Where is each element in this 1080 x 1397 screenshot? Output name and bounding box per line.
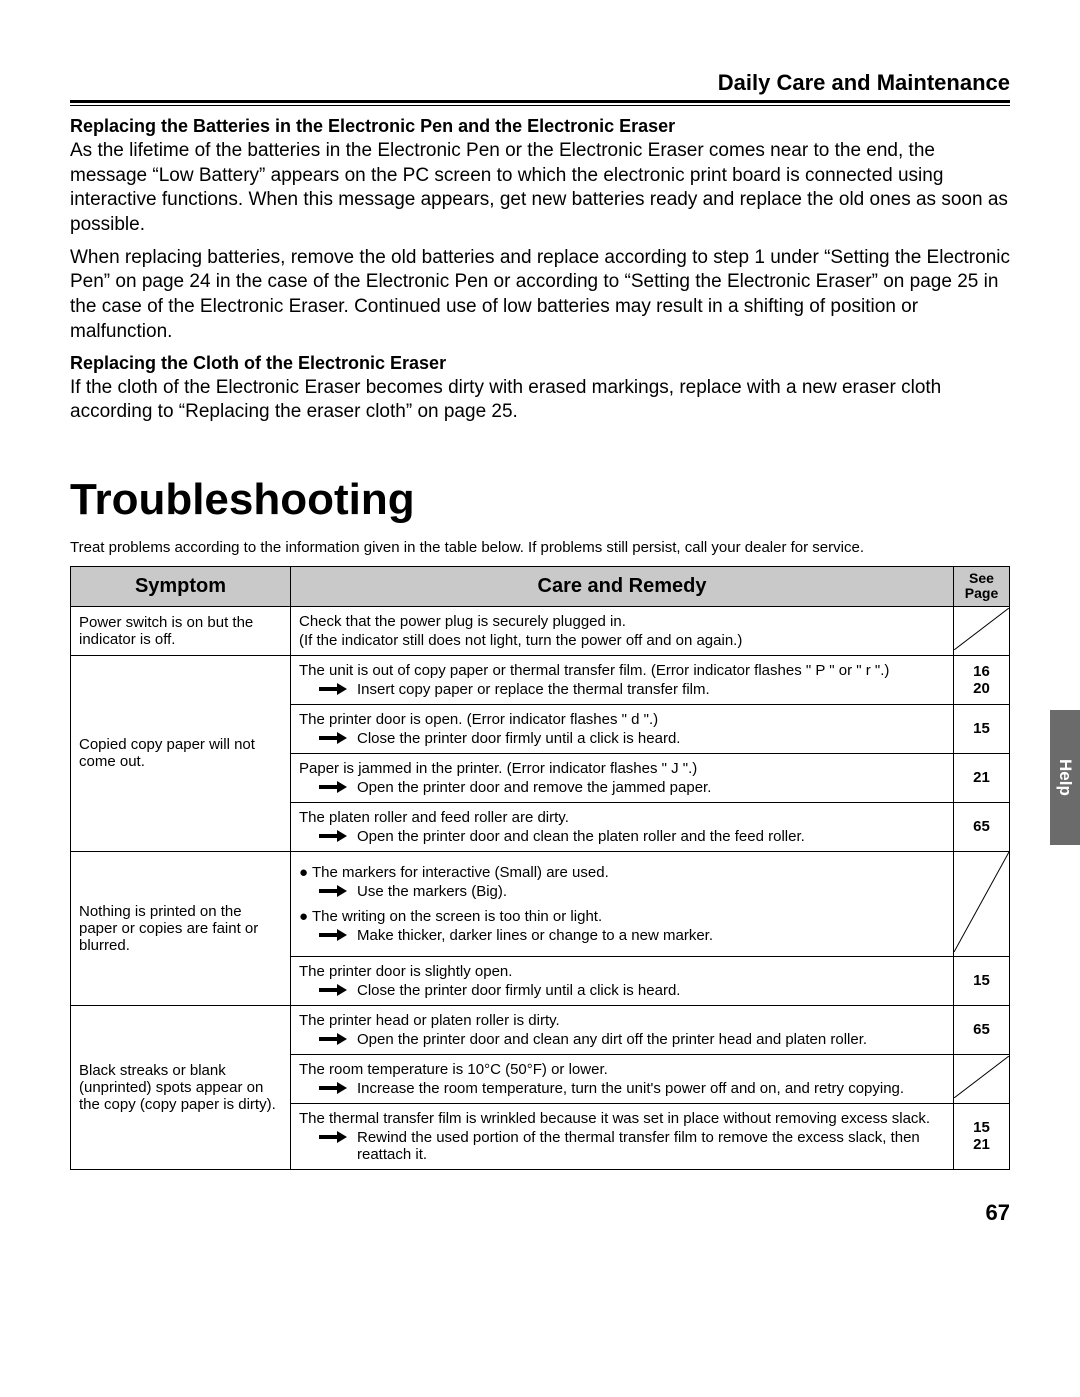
- page-r2a: 16 20: [954, 655, 1010, 704]
- page-r4a: 65: [954, 1005, 1010, 1054]
- arrow-icon: [319, 781, 347, 793]
- arrow-icon: [319, 984, 347, 996]
- arrow-icon: [319, 1131, 347, 1143]
- th-see-l1: See: [969, 570, 994, 586]
- arrow-icon: [319, 830, 347, 842]
- r1-note: (If the indicator still does not light, …: [299, 632, 945, 649]
- r2c-action: Open the printer door and remove the jam…: [357, 779, 711, 796]
- remedy-r4a: The printer head or platen roller is dir…: [291, 1005, 954, 1054]
- r4b-action: Increase the room temperature, turn the …: [357, 1080, 904, 1097]
- page-r4c: 15 21: [954, 1103, 1010, 1169]
- page-r4c-l1: 15: [973, 1119, 990, 1136]
- page-r1: [954, 606, 1010, 655]
- remedy-r2d: The platen roller and feed roller are di…: [291, 802, 954, 851]
- r2a-issue: The unit is out of copy paper or thermal…: [299, 662, 945, 679]
- troubleshooting-table: Symptom Care and Remedy See Page Power s…: [70, 566, 1010, 1170]
- th-symptom: Symptom: [71, 566, 291, 606]
- section1-p1: As the lifetime of the batteries in the …: [70, 139, 1010, 238]
- remedy-r4c: The thermal transfer film is wrinkled be…: [291, 1103, 954, 1169]
- r3a-issue: ● The markers for interactive (Small) ar…: [299, 864, 945, 881]
- page-header: Daily Care and Maintenance: [70, 70, 1010, 103]
- header-rule: [70, 105, 1010, 106]
- symptom-r1: Power switch is on but the indicator is …: [71, 606, 291, 655]
- page-r4b: [954, 1054, 1010, 1103]
- r3c-issue: The printer door is slightly open.: [299, 963, 945, 980]
- diagonal-icon: [954, 852, 1009, 952]
- arrow-icon: [319, 1033, 347, 1045]
- page-r3ab: [954, 851, 1010, 956]
- th-see: See Page: [954, 566, 1010, 606]
- r3a-action: Use the markers (Big).: [357, 883, 507, 900]
- help-tab: Help: [1050, 710, 1080, 845]
- section1-heading: Replacing the Batteries in the Electroni…: [70, 116, 1010, 137]
- arrow-icon: [319, 732, 347, 744]
- r4a-action: Open the printer door and clean any dirt…: [357, 1031, 867, 1048]
- arrow-icon: [319, 885, 347, 897]
- page-r2d: 65: [954, 802, 1010, 851]
- r1-issue: Check that the power plug is securely pl…: [299, 613, 945, 630]
- arrow-icon: [319, 929, 347, 941]
- intro-line: Treat problems according to the informat…: [70, 539, 1010, 556]
- diagonal-icon: [954, 608, 1009, 650]
- remedy-r3c: The printer door is slightly open. Close…: [291, 956, 954, 1005]
- page-r4c-l2: 21: [973, 1136, 990, 1153]
- symptom-r3: Nothing is printed on the paper or copie…: [71, 851, 291, 1005]
- r3b-issue: ● The writing on the screen is too thin …: [299, 908, 945, 925]
- th-see-l2: Page: [965, 585, 998, 601]
- page-r3c: 15: [954, 956, 1010, 1005]
- th-care: Care and Remedy: [291, 566, 954, 606]
- r2a-action: Insert copy paper or replace the thermal…: [357, 681, 710, 698]
- page-r2a-l2: 20: [973, 680, 990, 697]
- r3b-action: Make thicker, darker lines or change to …: [357, 927, 713, 944]
- remedy-r2b: The printer door is open. (Error indicat…: [291, 704, 954, 753]
- remedy-r2a: The unit is out of copy paper or thermal…: [291, 655, 954, 704]
- r4c-action: Rewind the used portion of the thermal t…: [357, 1129, 945, 1163]
- r4c-issue: The thermal transfer film is wrinkled be…: [299, 1110, 945, 1127]
- remedy-r2c: Paper is jammed in the printer. (Error i…: [291, 753, 954, 802]
- page-r2a-l1: 16: [973, 663, 990, 680]
- r2d-action: Open the printer door and clean the plat…: [357, 828, 805, 845]
- remedy-r3ab: ● The markers for interactive (Small) ar…: [291, 851, 954, 956]
- arrow-icon: [319, 683, 347, 695]
- r2b-action: Close the printer door firmly until a cl…: [357, 730, 680, 747]
- remedy-r1: Check that the power plug is securely pl…: [291, 606, 954, 655]
- section2-heading: Replacing the Cloth of the Electronic Er…: [70, 353, 1010, 374]
- r2c-issue: Paper is jammed in the printer. (Error i…: [299, 760, 945, 777]
- diagonal-icon: [954, 1056, 1009, 1098]
- main-title: Troubleshooting: [70, 475, 1010, 525]
- remedy-r4b: The room temperature is 10°C (50°F) or l…: [291, 1054, 954, 1103]
- section2-p1: If the cloth of the Electronic Eraser be…: [70, 376, 1010, 425]
- page-r2c: 21: [954, 753, 1010, 802]
- page-number: 67: [70, 1200, 1010, 1226]
- r4a-issue: The printer head or platen roller is dir…: [299, 1012, 945, 1029]
- r3c-action: Close the printer door firmly until a cl…: [357, 982, 680, 999]
- r2b-issue: The printer door is open. (Error indicat…: [299, 711, 945, 728]
- r2d-issue: The platen roller and feed roller are di…: [299, 809, 945, 826]
- section1-p2: When replacing batteries, remove the old…: [70, 246, 1010, 345]
- symptom-r4: Black streaks or blank (unprinted) spots…: [71, 1005, 291, 1169]
- help-tab-label: Help: [1055, 759, 1075, 796]
- r4b-issue: The room temperature is 10°C (50°F) or l…: [299, 1061, 945, 1078]
- arrow-icon: [319, 1082, 347, 1094]
- symptom-r2: Copied copy paper will not come out.: [71, 655, 291, 851]
- page-r2b: 15: [954, 704, 1010, 753]
